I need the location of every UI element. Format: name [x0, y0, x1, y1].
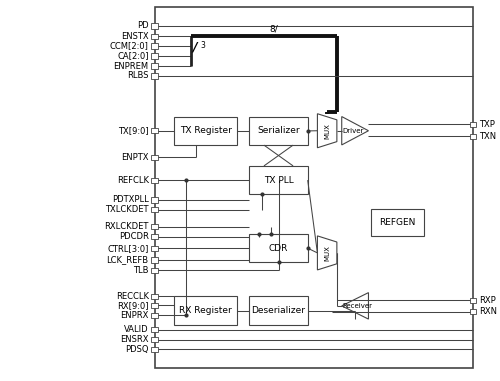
Text: TXLCKDET: TXLCKDET: [105, 205, 148, 214]
Text: TXN: TXN: [479, 132, 496, 141]
Text: CDR: CDR: [269, 244, 288, 253]
Text: RLBS: RLBS: [127, 71, 148, 80]
Text: ENPRX: ENPRX: [120, 311, 148, 320]
Text: ENSRX: ENSRX: [120, 335, 148, 344]
Text: PDTXPLL: PDTXPLL: [112, 195, 148, 205]
Text: CTRL[3:0]: CTRL[3:0]: [108, 244, 148, 253]
Text: Receiver: Receiver: [342, 303, 372, 309]
FancyBboxPatch shape: [174, 117, 237, 145]
Text: TLB: TLB: [133, 266, 148, 275]
Bar: [151, 73, 158, 78]
Polygon shape: [342, 293, 368, 319]
Text: ENPTX: ENPTX: [121, 153, 148, 162]
Text: PDSQ: PDSQ: [125, 345, 148, 354]
Text: RXLCKDET: RXLCKDET: [104, 222, 148, 231]
FancyBboxPatch shape: [174, 296, 237, 325]
Bar: [151, 337, 158, 342]
Bar: [151, 53, 158, 59]
FancyBboxPatch shape: [250, 166, 308, 194]
Bar: [151, 294, 158, 299]
Text: MUX: MUX: [324, 123, 330, 139]
Text: ENPREM: ENPREM: [114, 62, 148, 70]
Bar: [151, 63, 158, 69]
Text: RXN: RXN: [479, 307, 497, 316]
Text: 3: 3: [200, 41, 205, 50]
Bar: [470, 134, 476, 139]
Text: LCK_REFB: LCK_REFB: [106, 256, 148, 264]
Text: RX Register: RX Register: [179, 306, 232, 315]
Bar: [151, 43, 158, 49]
Text: TX Register: TX Register: [180, 126, 232, 135]
Text: TX PLL: TX PLL: [264, 176, 294, 185]
Text: 8/: 8/: [270, 25, 278, 34]
Text: VALID: VALID: [124, 325, 148, 334]
FancyBboxPatch shape: [250, 234, 308, 263]
Bar: [151, 313, 158, 318]
Bar: [151, 34, 158, 39]
Text: CA[2:0]: CA[2:0]: [117, 51, 148, 60]
Bar: [151, 327, 158, 332]
Bar: [151, 155, 158, 160]
FancyBboxPatch shape: [371, 210, 424, 236]
Polygon shape: [318, 114, 337, 148]
Bar: [151, 23, 158, 29]
Polygon shape: [342, 117, 368, 145]
Text: TXP: TXP: [479, 120, 494, 129]
Bar: [154, 7, 473, 368]
Bar: [151, 178, 158, 183]
Bar: [151, 303, 158, 308]
FancyBboxPatch shape: [250, 296, 308, 325]
Bar: [151, 207, 158, 213]
Bar: [151, 246, 158, 251]
Text: Serializer: Serializer: [257, 126, 300, 135]
FancyBboxPatch shape: [250, 117, 308, 145]
Text: TX[9:0]: TX[9:0]: [118, 126, 148, 135]
Text: REFGEN: REFGEN: [380, 218, 416, 227]
Text: Deserializer: Deserializer: [252, 306, 306, 315]
Text: RX[9:0]: RX[9:0]: [117, 301, 148, 310]
Bar: [151, 258, 158, 263]
Text: /: /: [192, 41, 197, 54]
Bar: [151, 268, 158, 273]
Bar: [151, 128, 158, 133]
Bar: [470, 309, 476, 314]
Bar: [151, 224, 158, 229]
Text: CCM[2:0]: CCM[2:0]: [110, 42, 148, 51]
Text: MUX: MUX: [324, 245, 330, 261]
Text: PDCDR: PDCDR: [119, 232, 148, 241]
Text: RECCLK: RECCLK: [116, 292, 148, 301]
Text: Driver: Driver: [342, 128, 363, 134]
Text: REFCLK: REFCLK: [116, 176, 148, 185]
Bar: [151, 347, 158, 352]
Bar: [151, 197, 158, 203]
Text: ENSTX: ENSTX: [121, 32, 148, 41]
Text: PD: PD: [137, 21, 148, 30]
Bar: [151, 234, 158, 239]
Text: RXP: RXP: [479, 296, 496, 305]
Polygon shape: [318, 236, 337, 270]
Bar: [470, 298, 476, 303]
Bar: [470, 122, 476, 127]
